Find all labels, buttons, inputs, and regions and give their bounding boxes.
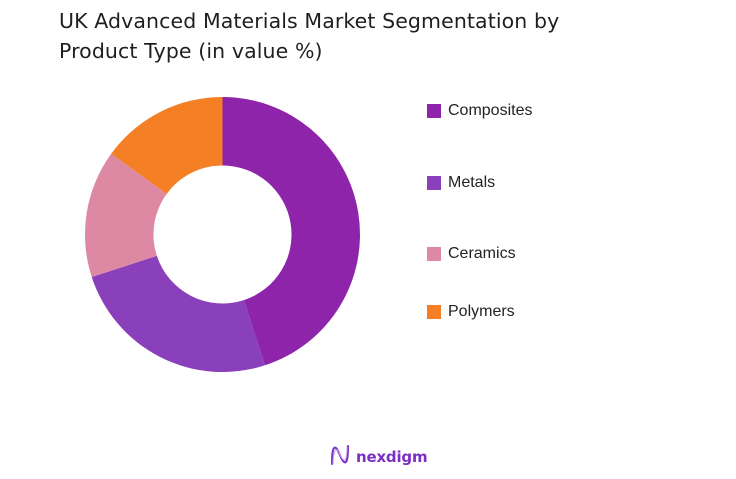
- donut-slice-polymers: [111, 97, 223, 194]
- nexdigm-logo: nexdigm: [329, 444, 428, 470]
- legend-label: Ceramics: [448, 245, 516, 262]
- legend-swatch-composites: [427, 104, 441, 118]
- donut-slice-composites: [222, 97, 360, 366]
- legend-swatch-metals: [427, 176, 441, 190]
- legend-swatch-polymers: [427, 305, 441, 319]
- legend-swatch-ceramics: [427, 247, 441, 261]
- donut-slice-metals: [91, 255, 265, 372]
- donut-slice-ceramics: [85, 153, 167, 277]
- chart-title-line-2: Product Type (in value %): [59, 39, 323, 63]
- nexdigm-wave-icon: [329, 444, 351, 470]
- legend-item-composites: Composites: [427, 102, 532, 120]
- legend-item-metals: Metals: [427, 174, 495, 192]
- chart-title: UK Advanced Materials Market Segmentatio…: [59, 6, 659, 66]
- logo-text: nexdigm: [356, 448, 428, 466]
- legend-label: Composites: [448, 102, 533, 119]
- legend-label: Metals: [448, 174, 496, 191]
- chart-title-line-1: UK Advanced Materials Market Segmentatio…: [59, 9, 560, 33]
- legend-item-polymers: Polymers: [427, 303, 515, 321]
- legend-label: Polymers: [448, 303, 515, 320]
- legend-item-ceramics: Ceramics: [427, 245, 516, 263]
